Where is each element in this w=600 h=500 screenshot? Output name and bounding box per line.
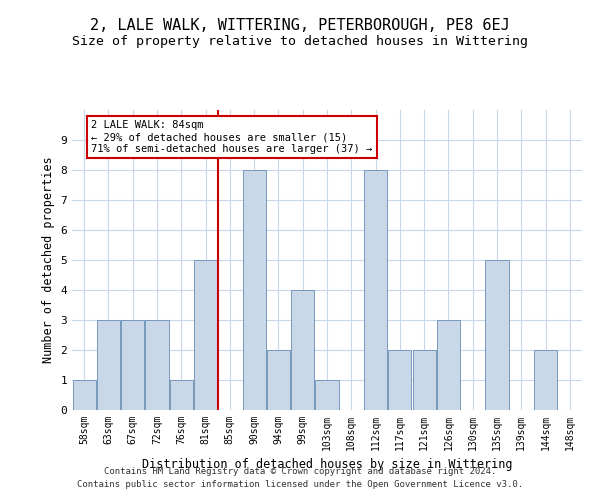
Text: 2 LALE WALK: 84sqm
← 29% of detached houses are smaller (15)
71% of semi-detache: 2 LALE WALK: 84sqm ← 29% of detached hou…	[91, 120, 373, 154]
Text: Contains HM Land Registry data © Crown copyright and database right 2024.: Contains HM Land Registry data © Crown c…	[104, 467, 496, 476]
Bar	[170, 380, 193, 410]
Bar	[485, 260, 509, 410]
Bar	[97, 320, 120, 410]
Bar	[364, 170, 387, 410]
Bar	[145, 320, 169, 410]
Y-axis label: Number of detached properties: Number of detached properties	[42, 156, 55, 364]
Bar	[388, 350, 412, 410]
Bar	[534, 350, 557, 410]
Bar	[316, 380, 338, 410]
Bar	[267, 350, 290, 410]
Bar	[121, 320, 144, 410]
X-axis label: Distribution of detached houses by size in Wittering: Distribution of detached houses by size …	[142, 458, 512, 471]
Bar	[437, 320, 460, 410]
Text: 2, LALE WALK, WITTERING, PETERBOROUGH, PE8 6EJ: 2, LALE WALK, WITTERING, PETERBOROUGH, P…	[90, 18, 510, 32]
Text: Size of property relative to detached houses in Wittering: Size of property relative to detached ho…	[72, 35, 528, 48]
Text: Contains public sector information licensed under the Open Government Licence v3: Contains public sector information licen…	[77, 480, 523, 489]
Bar	[413, 350, 436, 410]
Bar	[242, 170, 266, 410]
Bar	[73, 380, 95, 410]
Bar	[194, 260, 217, 410]
Bar	[291, 290, 314, 410]
